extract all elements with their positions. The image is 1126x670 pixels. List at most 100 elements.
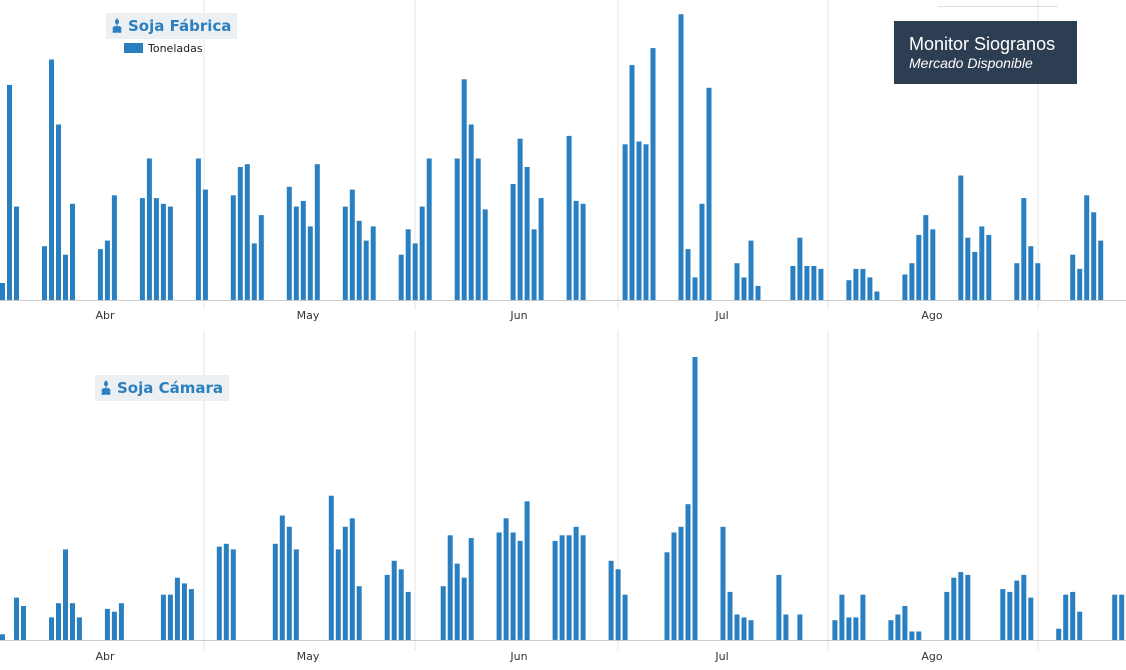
bar[interactable]	[216, 546, 222, 640]
bar[interactable]	[181, 583, 187, 640]
bar[interactable]	[615, 569, 621, 641]
bar[interactable]	[741, 277, 747, 300]
bar[interactable]	[622, 144, 628, 300]
bar[interactable]	[552, 540, 558, 640]
bar[interactable]	[874, 291, 880, 301]
bar[interactable]	[685, 504, 691, 640]
bar[interactable]	[944, 591, 950, 640]
bar[interactable]	[909, 263, 915, 300]
bar[interactable]	[49, 59, 54, 301]
bar[interactable]	[300, 200, 306, 300]
bar[interactable]	[804, 266, 810, 300]
bar[interactable]	[314, 164, 320, 300]
bar[interactable]	[0, 634, 5, 640]
bar[interactable]	[454, 158, 460, 301]
bar[interactable]	[146, 158, 152, 301]
bar[interactable]	[1035, 263, 1041, 300]
bar[interactable]	[902, 606, 908, 640]
bar[interactable]	[510, 184, 516, 300]
bar[interactable]	[14, 206, 19, 300]
bar[interactable]	[482, 209, 488, 300]
bar[interactable]	[188, 589, 194, 640]
bar[interactable]	[811, 266, 817, 300]
bar[interactable]	[839, 594, 845, 640]
bar[interactable]	[1070, 591, 1076, 640]
bar[interactable]	[678, 526, 684, 640]
bar[interactable]	[1028, 597, 1034, 640]
bar[interactable]	[853, 268, 859, 300]
bar[interactable]	[349, 189, 355, 300]
bar[interactable]	[1028, 246, 1034, 300]
bar[interactable]	[692, 277, 698, 300]
bar[interactable]	[1063, 594, 1069, 640]
bar[interactable]	[748, 240, 754, 300]
bar[interactable]	[573, 526, 579, 640]
bar[interactable]	[307, 226, 313, 300]
bar[interactable]	[49, 617, 54, 640]
bar[interactable]	[496, 532, 502, 641]
bar[interactable]	[538, 198, 544, 300]
bar[interactable]	[286, 526, 292, 640]
bar[interactable]	[174, 577, 180, 640]
bar[interactable]	[63, 254, 68, 300]
bar[interactable]	[111, 611, 117, 640]
bar[interactable]	[356, 586, 362, 640]
bar[interactable]	[1056, 628, 1062, 640]
bar[interactable]	[412, 243, 418, 300]
bar[interactable]	[790, 266, 796, 300]
bar[interactable]	[42, 246, 47, 300]
bar[interactable]	[370, 226, 376, 300]
bar[interactable]	[7, 84, 12, 301]
bar[interactable]	[979, 226, 985, 300]
bar[interactable]	[104, 608, 110, 640]
bar[interactable]	[223, 543, 229, 640]
bar[interactable]	[1070, 254, 1076, 300]
bar[interactable]	[741, 617, 747, 640]
bar[interactable]	[636, 141, 642, 301]
bar[interactable]	[70, 203, 75, 300]
bar[interactable]	[167, 594, 173, 640]
bar[interactable]	[1014, 580, 1020, 640]
bar[interactable]	[671, 532, 677, 641]
bar[interactable]	[468, 124, 474, 301]
bar[interactable]	[258, 215, 264, 300]
bar[interactable]	[97, 249, 103, 300]
bar[interactable]	[958, 175, 964, 301]
bar[interactable]	[860, 594, 866, 640]
bar[interactable]	[202, 189, 208, 300]
bar[interactable]	[706, 87, 712, 301]
bar[interactable]	[692, 357, 698, 640]
bar[interactable]	[21, 606, 26, 640]
bar[interactable]	[699, 203, 705, 300]
bar[interactable]	[1021, 574, 1027, 640]
bar[interactable]	[629, 65, 635, 300]
bar[interactable]	[230, 195, 236, 300]
bar[interactable]	[56, 603, 61, 640]
bar[interactable]	[965, 237, 971, 300]
bar[interactable]	[426, 158, 432, 301]
bar[interactable]	[447, 535, 453, 640]
bar[interactable]	[853, 617, 859, 640]
bar[interactable]	[363, 240, 369, 300]
bar[interactable]	[0, 283, 5, 300]
bar[interactable]	[335, 549, 341, 640]
bar[interactable]	[986, 234, 992, 300]
bar[interactable]	[1098, 240, 1104, 300]
bar[interactable]	[867, 277, 873, 300]
bar[interactable]	[797, 614, 803, 641]
bar[interactable]	[286, 186, 292, 300]
bar[interactable]	[797, 237, 803, 300]
bar[interactable]	[531, 229, 537, 301]
bar[interactable]	[643, 144, 649, 300]
bar[interactable]	[230, 549, 236, 640]
bar[interactable]	[1112, 594, 1118, 640]
bar[interactable]	[237, 167, 243, 300]
bar[interactable]	[524, 167, 530, 300]
bar[interactable]	[461, 79, 467, 300]
bar[interactable]	[70, 603, 75, 640]
bar[interactable]	[419, 206, 425, 300]
bar[interactable]	[328, 495, 334, 640]
bar[interactable]	[888, 620, 894, 640]
bar[interactable]	[356, 220, 362, 300]
bar[interactable]	[783, 614, 789, 641]
